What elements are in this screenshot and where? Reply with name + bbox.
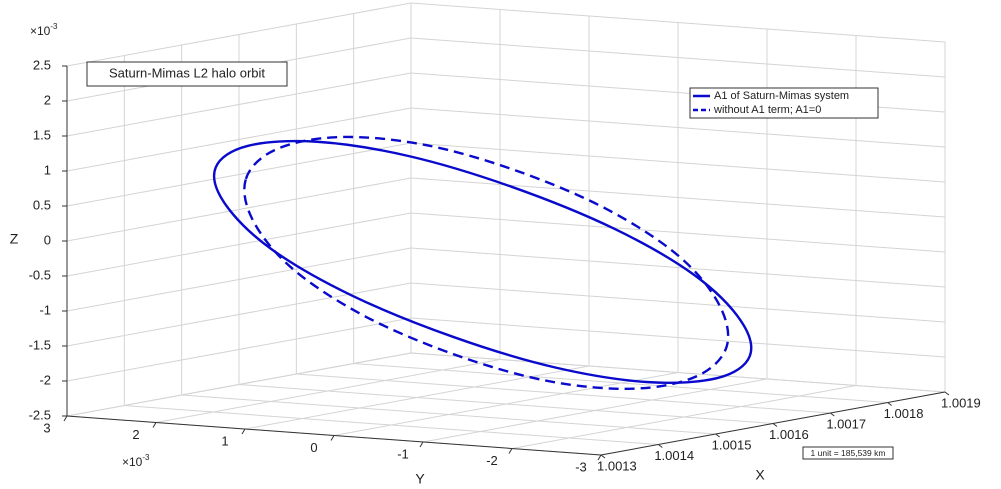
y-tick-label: 0	[310, 440, 317, 455]
x-tick	[658, 444, 663, 448]
x-tick-label: 1.0018	[884, 406, 924, 421]
annotation-box	[802, 446, 894, 460]
z-tick-label: 0.5	[33, 197, 51, 212]
y-tick	[241, 428, 246, 435]
label-layer: -2.5 -2 -1.5 -1 -0.5 0 0.5 1 1.5 2 2.5 -3 -2 -1 0 1 2 3 1.…	[29, 57, 981, 474]
title-box	[86, 61, 288, 87]
orbit-line	[212, 139, 753, 384]
grid-line	[353, 363, 888, 403]
legend-label: A1 of Saturn-Mimas system	[714, 90, 849, 102]
z-tick-label: 1.5	[33, 127, 51, 142]
x-tick	[887, 402, 892, 406]
x-tick-label: 1.0013	[597, 458, 637, 473]
y-tick	[508, 448, 513, 454]
x-tick	[830, 412, 835, 417]
z-multiplier: ×10-3	[30, 22, 58, 38]
z-axis-label: Z	[10, 231, 19, 247]
y-multiplier-exponent: -3	[142, 453, 150, 462]
y-multiplier-base: ×10	[122, 455, 143, 469]
z-tick-label: -1.5	[29, 337, 51, 352]
z-tick-label: 0	[44, 232, 51, 247]
x-tick-label: 1.0017	[826, 416, 866, 431]
x-tick-label: 1.0015	[712, 437, 752, 452]
legend: A1 of Saturn-Mimas system without A1 term…	[689, 87, 879, 119]
y-tick-label: -2	[486, 453, 498, 468]
y-multiplier: ×10-3	[122, 453, 150, 469]
z-multiplier-exponent: -3	[50, 22, 58, 31]
grid-line	[296, 373, 831, 414]
y-tick	[419, 441, 424, 448]
y-tick-label: -3	[575, 459, 587, 474]
legend-label: without A1 term; A1=0	[713, 104, 821, 116]
z-tick-label: 2	[44, 92, 51, 107]
y-tick	[597, 454, 602, 461]
x-tick	[772, 423, 778, 427]
x-tick	[600, 454, 606, 459]
x-tick-label: 1.0016	[769, 427, 809, 442]
legend-box	[689, 87, 879, 119]
z-multiplier-base: ×10	[30, 24, 51, 38]
grid-line	[238, 384, 774, 424]
x-tick	[715, 433, 720, 438]
chart-title: Saturn-Mimas L2 halo orbit	[109, 65, 265, 80]
y-tick-label: -1	[397, 446, 409, 461]
z-tick-label: -1	[39, 302, 51, 317]
y-tick	[330, 435, 335, 441]
annotation: 1 unit = 185,539 km	[811, 448, 886, 458]
grid-line	[124, 405, 659, 445]
grid-line	[410, 352, 946, 393]
z-tick-label: -2	[39, 372, 51, 387]
x-tick-label: 1.0014	[654, 448, 694, 463]
y-tick-label: 1	[221, 433, 228, 448]
z-tick-label: -2.5	[29, 407, 51, 422]
y-tick-label: 3	[43, 420, 50, 435]
orbit-line	[243, 135, 730, 391]
z-tick-label: 2.5	[33, 57, 51, 72]
z-tick-label: 1	[44, 162, 51, 177]
x-tick-label: 1.0019	[941, 395, 981, 410]
grid-line	[181, 394, 716, 435]
y-tick-label: 2	[132, 427, 139, 442]
y-axis-label: Y	[415, 471, 425, 487]
y-tick	[63, 415, 68, 422]
x-tick	[944, 391, 950, 396]
z-tick-label: -0.5	[29, 267, 51, 282]
y-tick	[152, 422, 157, 428]
x-axis-label: X	[755, 467, 765, 483]
orbit-layer	[212, 135, 753, 391]
